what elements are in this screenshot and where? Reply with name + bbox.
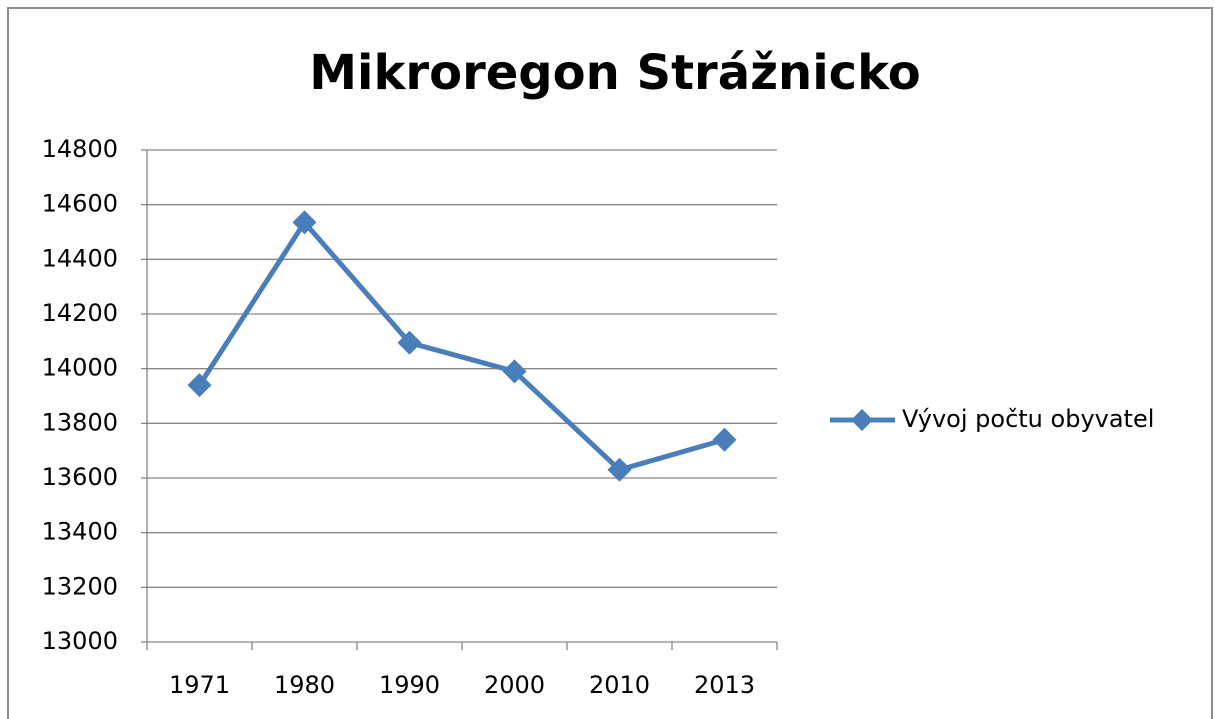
data-point bbox=[502, 359, 527, 384]
series-line bbox=[197, 219, 726, 473]
y-tick-label: 13000 bbox=[42, 627, 118, 655]
y-tick-label: 14800 bbox=[42, 135, 118, 163]
x-tick-label: 2010 bbox=[589, 671, 650, 699]
chart-title: Mikroregon Strážnicko bbox=[309, 45, 920, 101]
data-point bbox=[292, 210, 317, 235]
data-point bbox=[607, 457, 632, 482]
y-tick-label: 13400 bbox=[42, 518, 118, 546]
y-tick-label: 13600 bbox=[42, 463, 118, 491]
chart-frame bbox=[7, 7, 1213, 719]
legend-label: Vývoj počtu obyvatel bbox=[902, 405, 1154, 433]
x-tick-label: 2013 bbox=[694, 671, 755, 699]
y-tick-label: 13800 bbox=[42, 408, 118, 436]
y-tick-label: 14600 bbox=[42, 190, 118, 218]
data-point bbox=[397, 330, 422, 355]
data-point bbox=[187, 373, 212, 398]
legend-marker bbox=[851, 409, 873, 431]
x-tick-label: 2000 bbox=[484, 671, 545, 699]
data-point bbox=[712, 427, 737, 452]
x-tick-label: 1971 bbox=[169, 671, 230, 699]
x-tick-label: 1990 bbox=[379, 671, 440, 699]
y-tick-label: 13200 bbox=[42, 572, 118, 600]
y-tick-label: 14400 bbox=[42, 244, 118, 272]
y-tick-label: 14200 bbox=[42, 299, 118, 327]
y-tick-label: 14000 bbox=[42, 354, 118, 382]
x-tick-label: 1980 bbox=[274, 671, 335, 699]
